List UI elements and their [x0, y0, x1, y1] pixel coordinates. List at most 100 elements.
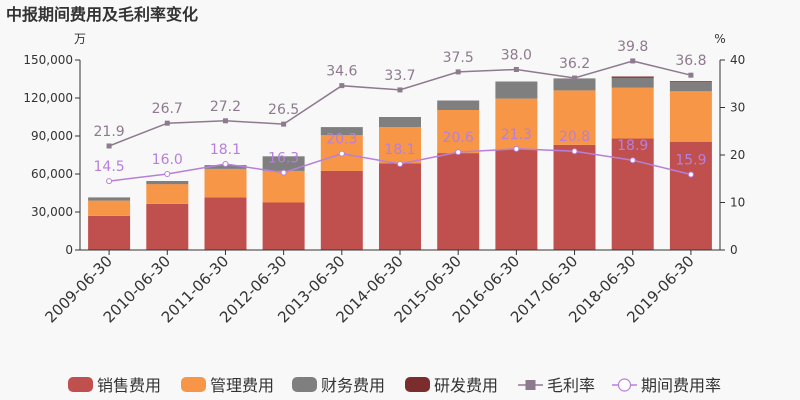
- bar-segment: [204, 197, 247, 250]
- bar-segment: [437, 110, 480, 154]
- bar-segment: [611, 77, 654, 88]
- data-label: 37.5: [443, 50, 474, 66]
- legend-label: 管理费用: [210, 376, 274, 395]
- legend-label: 研发费用: [434, 376, 498, 395]
- legend: 销售费用 管理费用 财务费用 研发费用 毛利率 期间费用率: [68, 376, 721, 395]
- gross-margin-point: [106, 143, 112, 149]
- legend-marker: [525, 380, 536, 390]
- bar-segment: [88, 200, 131, 216]
- expense-ratio-point: [280, 169, 287, 176]
- data-label: 26.5: [268, 102, 299, 118]
- gross-margin-point: [222, 118, 228, 124]
- legend-label: 财务费用: [321, 376, 385, 395]
- data-label: 39.8: [617, 39, 648, 55]
- bar-segment: [495, 81, 538, 99]
- bar-segment: [611, 76, 654, 78]
- legend-swatch: [181, 377, 206, 392]
- bar-segment: [379, 117, 421, 128]
- bar-segment: [146, 184, 189, 204]
- bar-segment: [611, 138, 654, 250]
- legend-swatch: [292, 377, 317, 392]
- lines-layer: [106, 58, 694, 185]
- expense-ratio-point: [164, 171, 171, 177]
- gross-margin-point: [281, 121, 287, 127]
- bar-segment: [437, 153, 480, 250]
- bar-segment: [320, 170, 363, 250]
- data-label: 21.9: [94, 124, 125, 140]
- y-tick-label: 120,000: [23, 91, 73, 105]
- data-label: 18.1: [210, 142, 241, 158]
- bar-segment: [88, 215, 131, 250]
- gross-margin-point: [455, 69, 461, 75]
- y-tick-label: 30,000: [31, 205, 73, 219]
- bar-segment: [611, 87, 654, 139]
- data-label: 26.7: [152, 101, 183, 117]
- gross-margin-point: [572, 75, 578, 81]
- bar-segment: [669, 82, 712, 92]
- bar-segment: [88, 197, 131, 201]
- legend-label: 销售费用: [97, 376, 161, 395]
- bar-segment: [553, 144, 596, 250]
- data-label: 21.3: [501, 127, 532, 143]
- bar-segment: [553, 90, 596, 145]
- data-label: 15.9: [675, 152, 706, 168]
- expense-ratio-point: [397, 161, 403, 168]
- bar-segment: [437, 100, 480, 110]
- data-labels-layer: 21.9 26.7 27.2 26.5 34.6 33.7 37.5 38.0 36.2 39.8…: [94, 39, 707, 175]
- data-label: 34.6: [326, 64, 357, 80]
- legend-label: 毛利率: [547, 376, 595, 395]
- bar-segment: [553, 78, 596, 91]
- gross-margin-point: [513, 67, 519, 72]
- data-label: 16.0: [152, 152, 183, 168]
- bar-segment: [262, 202, 305, 250]
- bar-segment: [669, 91, 712, 142]
- y2-tick-label: 30: [730, 101, 745, 115]
- bar-segment: [379, 127, 421, 164]
- data-label: 27.2: [210, 99, 241, 115]
- y2-tick-label: 10: [730, 196, 745, 210]
- data-label: 38.0: [501, 48, 532, 64]
- bar-segment: [669, 81, 712, 83]
- data-label: 20.6: [443, 130, 474, 146]
- data-label: 36.8: [675, 53, 706, 69]
- chart-title: 中报期间费用及毛利率变化: [6, 5, 198, 24]
- data-label: 18.9: [617, 138, 648, 154]
- data-label: 36.2: [559, 56, 590, 72]
- bar-segment: [146, 181, 189, 185]
- gross-margin-point: [397, 87, 403, 93]
- y-tick-label: 90,000: [31, 129, 73, 143]
- bar-segment: [204, 168, 247, 198]
- gross-margin-point: [164, 120, 170, 126]
- bar-segment: [379, 163, 421, 250]
- bar-segment: [262, 156, 305, 171]
- bars-layer: [88, 76, 712, 250]
- data-label: 20.3: [326, 132, 357, 148]
- bar-segment: [669, 141, 712, 250]
- data-label: 33.7: [384, 68, 415, 84]
- left-axis-unit: 万: [74, 32, 86, 46]
- bar-segment: [262, 170, 305, 203]
- y-tick-label: 60,000: [31, 167, 73, 181]
- legend-label: 期间费用率: [641, 376, 721, 395]
- legend-swatch: [405, 377, 430, 392]
- data-label: 14.5: [94, 159, 125, 175]
- expense-ratio-point: [222, 161, 229, 168]
- data-label: 20.8: [559, 129, 590, 145]
- gross-margin-point: [339, 83, 345, 89]
- bar-segment: [495, 149, 538, 250]
- legend-marker: [617, 378, 632, 392]
- y-tick-label: 0: [65, 243, 73, 257]
- expense-ratio-point: [629, 157, 636, 164]
- bar-segment: [495, 98, 538, 150]
- y2-tick-label: 20: [730, 148, 745, 162]
- right-axis-unit: %: [714, 32, 725, 46]
- data-label: 16.3: [268, 151, 299, 167]
- expense-ratio-point: [106, 178, 113, 185]
- expense-ratio-point: [455, 149, 462, 156]
- gross-margin-point: [630, 58, 636, 64]
- expense-ratio-point: [687, 171, 694, 178]
- gross-margin-point: [688, 72, 694, 78]
- y2-tick-label: 0: [730, 243, 738, 257]
- expense-ratio-point: [571, 148, 578, 155]
